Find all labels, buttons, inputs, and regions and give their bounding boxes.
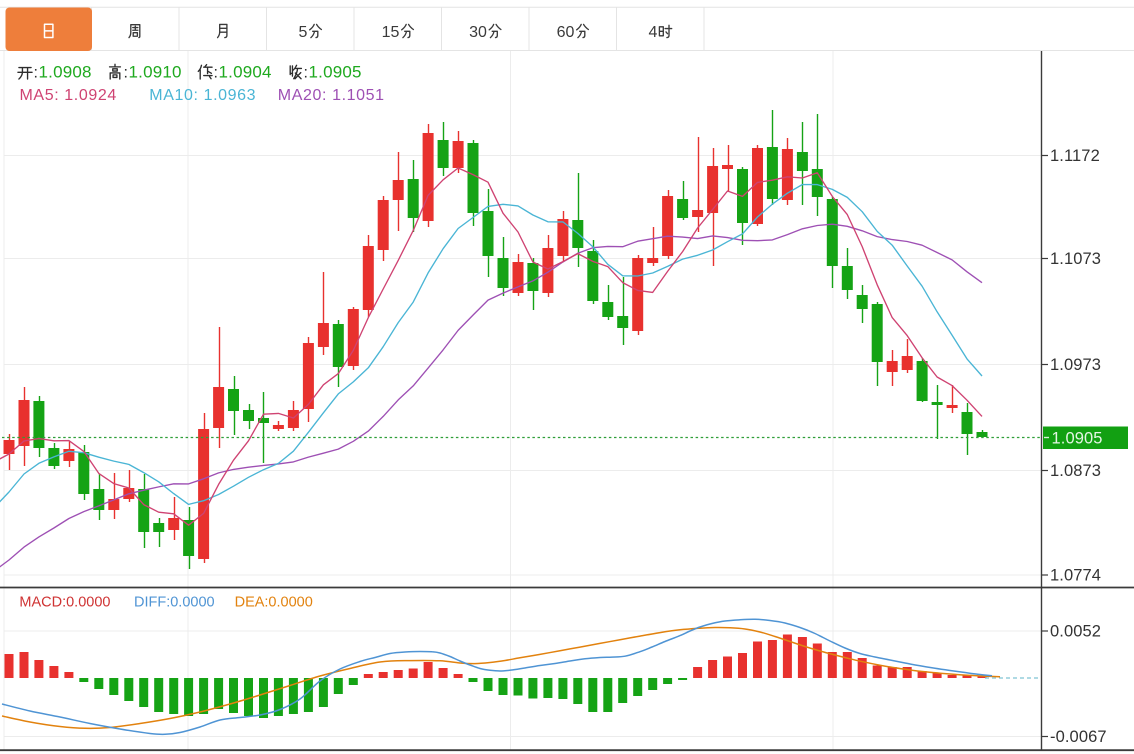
svg-text:1.0908: 1.0908 (39, 63, 92, 82)
svg-text:DIFF:0.0000: DIFF:0.0000 (134, 595, 215, 611)
svg-text::: : (304, 65, 308, 82)
svg-text:1.0774: 1.0774 (1050, 567, 1101, 585)
svg-text::: : (124, 65, 128, 82)
svg-text:0.0052: 0.0052 (1050, 623, 1101, 641)
svg-text:1.0873: 1.0873 (1050, 462, 1101, 480)
svg-text:1.0904: 1.0904 (219, 63, 272, 82)
svg-text:4: 4 (649, 24, 658, 41)
svg-text:MA10: 1.0963: MA10: 1.0963 (149, 87, 256, 104)
svg-text:MACD:0.0000: MACD:0.0000 (19, 595, 110, 611)
svg-text:1.0905: 1.0905 (309, 63, 362, 82)
svg-text::: : (214, 65, 218, 82)
svg-text:-0.0067: -0.0067 (1050, 728, 1107, 746)
svg-text:1.1172: 1.1172 (1050, 147, 1100, 165)
svg-text:5: 5 (299, 24, 308, 41)
svg-text:1.1073: 1.1073 (1050, 250, 1101, 268)
svg-text:DEA:0.0000: DEA:0.0000 (235, 595, 313, 611)
svg-text::: : (34, 65, 38, 82)
svg-text:1.0973: 1.0973 (1050, 356, 1101, 374)
svg-text:1.0910: 1.0910 (129, 63, 182, 82)
svg-text:1.0905: 1.0905 (1052, 430, 1103, 448)
svg-text:30: 30 (469, 24, 487, 41)
svg-text:15: 15 (382, 24, 400, 41)
svg-text:60: 60 (557, 24, 575, 41)
svg-text:MA5: 1.0924: MA5: 1.0924 (20, 87, 117, 104)
svg-text:MA20: 1.1051: MA20: 1.1051 (278, 87, 385, 104)
